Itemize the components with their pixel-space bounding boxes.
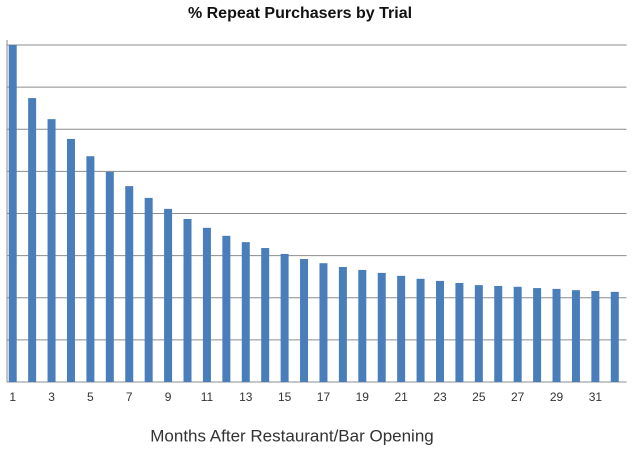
bar <box>552 288 561 382</box>
x-tick-label: 31 <box>589 390 603 404</box>
x-tick-label: 19 <box>356 390 370 404</box>
x-tick-label: 3 <box>48 390 55 404</box>
bar <box>164 208 173 382</box>
bar <box>591 291 600 382</box>
bar <box>455 283 464 382</box>
bar <box>319 263 328 382</box>
bar <box>183 218 192 382</box>
bar <box>435 280 444 382</box>
x-tick-label: 25 <box>472 390 486 404</box>
bar <box>416 278 425 382</box>
x-tick-label: 27 <box>511 390 525 404</box>
bar <box>610 291 619 382</box>
bar <box>105 171 114 382</box>
x-tick-label: 23 <box>433 390 447 404</box>
bar <box>28 98 37 382</box>
bar <box>494 285 503 382</box>
bar <box>300 258 309 382</box>
x-tick-label: 29 <box>550 390 564 404</box>
bar <box>261 248 270 382</box>
bar <box>533 288 542 382</box>
x-tick-label: 5 <box>87 390 94 404</box>
bar <box>474 285 483 382</box>
bar <box>86 156 95 382</box>
bar <box>280 253 289 382</box>
x-tick-label: 17 <box>317 390 331 404</box>
bar <box>397 275 406 382</box>
bar <box>571 290 580 382</box>
bar <box>8 45 17 382</box>
bar <box>125 186 134 382</box>
x-tick-label: 7 <box>126 390 133 404</box>
bar <box>66 138 75 382</box>
x-tick-label: 9 <box>165 390 172 404</box>
x-tick-label: 1 <box>9 390 16 404</box>
x-axis-label: Months After Restaurant/Bar Opening <box>150 426 434 445</box>
bar <box>358 269 367 382</box>
bar <box>338 266 347 382</box>
x-tick-label: 15 <box>278 390 292 404</box>
bar <box>144 197 153 382</box>
bar <box>47 119 56 382</box>
bar <box>377 272 386 382</box>
x-tick-label: 13 <box>239 390 253 404</box>
x-tick-label: 11 <box>201 390 214 404</box>
bar <box>222 235 231 382</box>
bar <box>241 242 250 382</box>
x-tick-label: 21 <box>394 390 408 404</box>
chart-title: % Repeat Purchasers by Trial <box>188 5 412 22</box>
bar <box>202 227 211 382</box>
bar <box>513 286 522 382</box>
